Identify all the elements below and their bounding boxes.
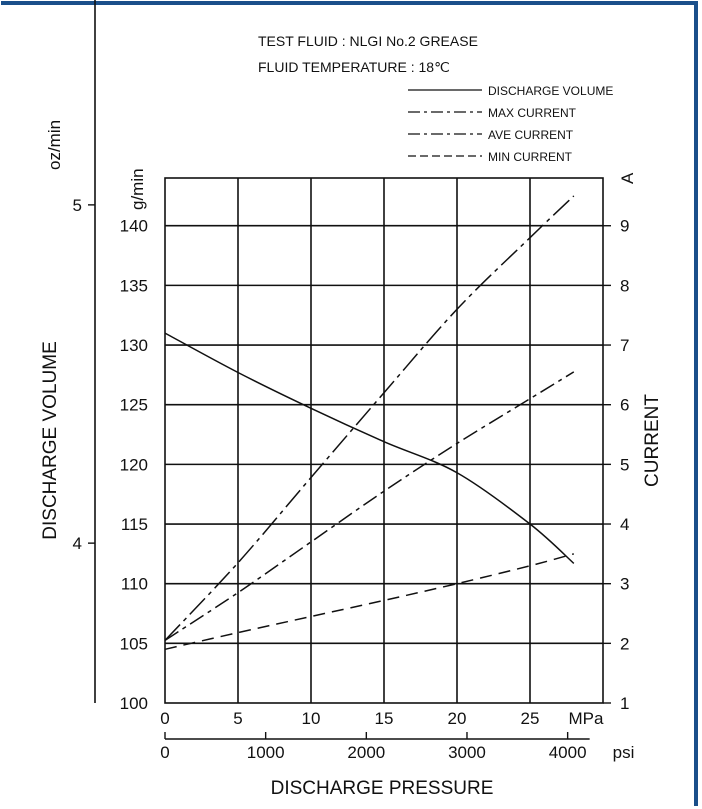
y-tick-label-gmin: 100 [120,694,148,713]
y-tick-label-current: 4 [620,515,629,534]
x-label: DISCHARGE PRESSURE [271,778,494,799]
y-tick-label-current: 2 [620,634,629,653]
x-unit-psi: psi [613,743,635,762]
y-tick-label-current: 6 [620,396,629,415]
series-line-min-current [164,553,574,651]
y-tick-label-gmin: 130 [120,336,148,355]
y-tick-label-gmin: 120 [120,455,148,474]
y-tick-label-current: 7 [620,336,629,355]
plot-area: 0 5 10 15 20 25 MPa100105110115120125130135140… [40,0,663,799]
y-tick-label-gmin: 140 [120,217,148,236]
x-tick-label-mpa: 25 [521,709,540,728]
legend-label: MAX CURRENT [488,106,577,120]
x-tick-label-psi: 4000 [549,743,587,762]
header-test-fluid: TEST FLUID : NLGI No.2 GREASE [258,33,478,49]
y-label-right: CURRENT [642,394,663,487]
x-tick-label-psi: 2000 [347,743,385,762]
x-tick-label-mpa: 0 [160,709,169,728]
oz-tick-label: 4 [73,534,82,553]
y-unit-current: A [618,172,637,184]
x-tick-label-mpa: 15 [375,709,394,728]
y-tick-label-current: 8 [620,276,629,295]
y-unit-gmin: g/min [128,168,147,210]
legend-label: MIN CURRENT [488,150,573,164]
x-tick-label-mpa: 10 [302,709,321,728]
y-tick-label-current: 5 [620,455,629,474]
y-label-left: DISCHARGE VOLUME [40,341,61,539]
series-line-discharge-volume [164,332,575,564]
x-tick-label-psi: 0 [160,743,169,762]
oz-tick-label: 5 [73,196,82,215]
legend-label: AVE CURRENT [488,128,574,142]
y-unit-ozmin: oz/min [45,120,64,170]
x-unit-mpa: MPa [569,709,605,728]
y-tick-label-current: 3 [620,575,629,594]
legend-label: DISCHARGE VOLUME [488,84,613,98]
y-tick-label-gmin: 135 [120,276,148,295]
chart-legend: DISCHARGE VOLUME MAX CURRENT AVE CURRENT MI… [408,84,613,164]
x-tick-label-mpa: 5 [233,709,242,728]
x-tick-label-psi: 1000 [247,743,285,762]
header-fluid-temperature: FLUID TEMPERATURE : 18℃ [258,59,450,75]
y-tick-label-gmin: 125 [120,396,148,415]
x-tick-label-mpa: 20 [448,709,467,728]
y-tick-label-gmin: 110 [121,575,148,594]
y-tick-label-current: 1 [620,694,629,713]
y-tick-label-gmin: 115 [121,515,148,534]
series-line-max-current [164,195,575,641]
x-tick-label-psi: 3000 [448,743,486,762]
y-tick-label-current: 9 [620,217,629,236]
series-line-ave-current [164,371,575,641]
y-tick-label-gmin: 105 [120,634,148,653]
